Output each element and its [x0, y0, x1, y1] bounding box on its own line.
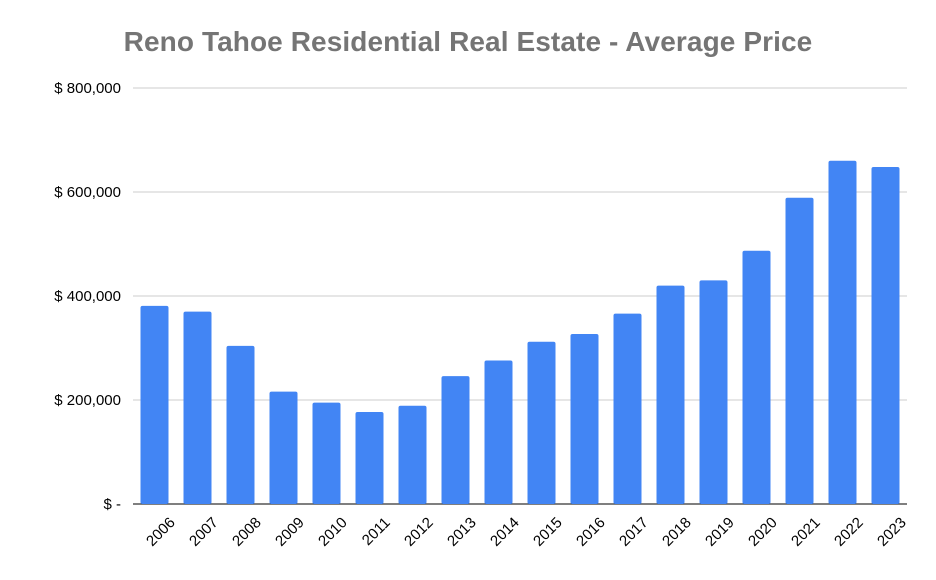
x-tick-label: 2013	[444, 514, 480, 550]
bar-2009	[269, 391, 298, 504]
x-tick-label: 2015	[530, 514, 566, 550]
x-tick-label: 2009	[272, 514, 308, 550]
x-tick-label: 2016	[573, 514, 609, 550]
y-tick-label: $ 400,000	[54, 288, 121, 305]
bar-2007	[183, 311, 212, 504]
y-tick-label: $ 800,000	[54, 80, 121, 97]
x-tick-label: 2019	[702, 514, 738, 550]
bar-2011	[355, 411, 384, 504]
x-tick-label: 2012	[401, 514, 437, 550]
x-tick-label: 2023	[874, 514, 910, 550]
x-tick-label: 2007	[186, 514, 222, 550]
y-tick-label: $ 200,000	[54, 392, 121, 409]
bar-2020	[742, 250, 771, 504]
bar-2015	[527, 341, 556, 504]
bar-2006	[140, 305, 169, 504]
x-tick-label: 2017	[616, 514, 652, 550]
bar-2016	[570, 333, 599, 504]
bar-2010	[312, 402, 341, 504]
bar-2018	[656, 285, 685, 504]
x-tick-label: 2006	[143, 514, 179, 550]
x-tick-label: 2014	[487, 514, 523, 550]
bars	[140, 160, 900, 505]
bar-2022	[828, 160, 857, 505]
bar-2013	[441, 376, 470, 504]
x-axis-ticks: 2006 2007 2008 2009 2010 2011 2012 2013 2014 2015…	[143, 514, 910, 550]
x-tick-label: 2008	[229, 514, 265, 550]
y-tick-label: $ -	[103, 496, 121, 513]
x-tick-label: 2010	[315, 514, 351, 550]
bar-2019	[699, 280, 728, 504]
bar-2012	[398, 405, 427, 504]
gridlines	[133, 87, 907, 505]
bar-2014	[484, 360, 513, 504]
bar-2023	[871, 167, 900, 505]
chart-title: Reno Tahoe Residential Real Estate - Ave…	[123, 26, 813, 57]
bar-2021	[785, 197, 814, 504]
x-tick-label: 2020	[745, 514, 781, 550]
y-axis-ticks: $ - $ 200,000 $ 400,000 $ 600,000 $ 800,000	[54, 80, 121, 513]
y-tick-label: $ 600,000	[54, 184, 121, 201]
bar-2008	[226, 345, 255, 504]
x-tick-label: 2018	[659, 514, 695, 550]
bar-2017	[613, 313, 642, 504]
x-tick-label: 2022	[831, 514, 867, 550]
x-tick-label: 2021	[788, 514, 824, 550]
x-tick-label: 2011	[359, 514, 394, 549]
